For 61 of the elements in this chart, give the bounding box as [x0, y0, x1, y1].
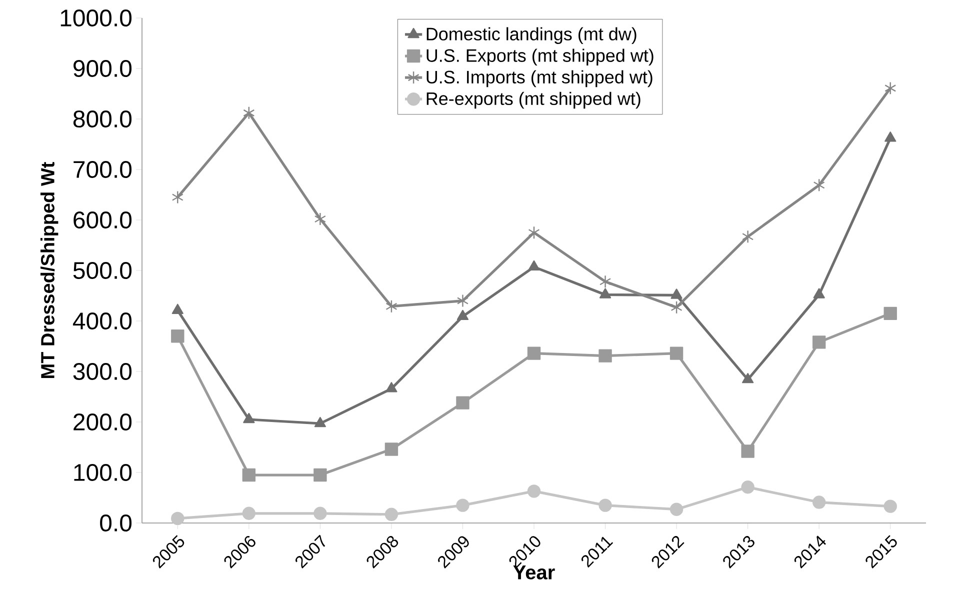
point [741, 444, 754, 458]
point [242, 506, 256, 520]
point [884, 82, 896, 95]
point [456, 498, 470, 512]
point [314, 506, 327, 520]
y-tick-label: 0.0 [100, 514, 132, 532]
point [456, 294, 469, 308]
point [528, 260, 540, 271]
point [599, 288, 612, 298]
point [884, 306, 897, 320]
point [456, 310, 469, 320]
point [386, 382, 398, 392]
point [813, 288, 825, 298]
point [670, 300, 682, 314]
y-tick-label: 900.0 [74, 60, 132, 77]
point [813, 178, 825, 192]
point [670, 288, 682, 299]
point [172, 190, 184, 204]
legend-label: Domestic landings (mt dw) [426, 27, 636, 44]
point [314, 416, 326, 428]
y-tick-label: 600.0 [74, 212, 132, 228]
point [172, 304, 184, 314]
point [812, 336, 826, 349]
point [742, 372, 754, 384]
point [384, 508, 398, 521]
legend-label: U.S. Exports (mt shipped wt) [426, 48, 654, 66]
y-tick-label: 200.0 [74, 414, 132, 430]
point [314, 212, 326, 226]
point [527, 346, 541, 360]
y-tick-label: 300.0 [73, 363, 132, 380]
point [670, 346, 684, 360]
point [527, 484, 541, 498]
point [812, 496, 826, 509]
point [741, 480, 754, 494]
point [456, 396, 470, 410]
point [742, 230, 754, 244]
point [243, 412, 255, 424]
point [884, 500, 897, 513]
point [528, 226, 540, 240]
legend-label: Re-exports (mt shipped wt) [426, 92, 640, 109]
y-tick-label: 400.0 [72, 312, 132, 330]
x-axis-title: Year [513, 565, 555, 580]
point [384, 442, 398, 456]
point [242, 468, 256, 482]
point [171, 330, 184, 343]
y-tick-label: 800.0 [73, 110, 132, 128]
point [599, 275, 612, 288]
point [171, 512, 184, 526]
y-tick-label: 100.0 [74, 464, 132, 481]
point [598, 498, 612, 512]
point [243, 106, 255, 120]
y-tick-label: 500.0 [73, 262, 132, 279]
legend-label: U.S. Imports (mt shipped wt) [426, 70, 652, 88]
point [314, 468, 327, 482]
point [598, 349, 612, 362]
point [884, 132, 896, 142]
point [670, 502, 684, 516]
y-tick-label: 1000.0 [60, 10, 132, 26]
y-tick-label: 700.0 [74, 161, 132, 178]
y-axis-title: MT Dressed/Shipped Wt [40, 162, 58, 378]
point [386, 300, 398, 313]
